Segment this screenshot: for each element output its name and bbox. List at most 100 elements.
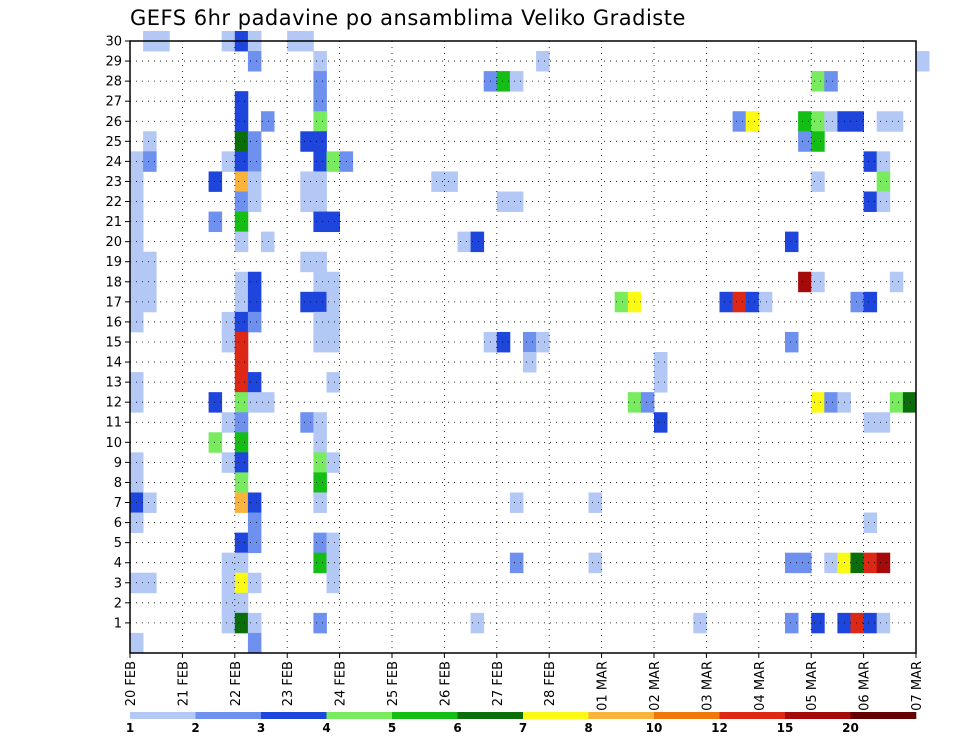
heatmap-cell bbox=[326, 452, 340, 473]
heatmap-cell bbox=[234, 211, 249, 233]
heatmap-cell bbox=[234, 91, 249, 112]
colorbar-label: 2 bbox=[191, 721, 199, 735]
heatmap-cell bbox=[811, 171, 825, 192]
y-tick-label: 9 bbox=[114, 456, 122, 471]
heatmap-cell bbox=[313, 271, 327, 293]
heatmap-cell bbox=[916, 51, 930, 72]
colorbar-segment bbox=[392, 712, 458, 719]
heatmap-cell bbox=[221, 311, 236, 333]
heatmap-cell bbox=[863, 291, 878, 313]
heatmap-cell bbox=[261, 392, 275, 413]
heatmap-cell bbox=[496, 331, 511, 353]
y-tick-label: 22 bbox=[105, 195, 122, 210]
heatmap-cell bbox=[234, 331, 249, 353]
heatmap-cell bbox=[247, 392, 262, 413]
heatmap-cell bbox=[798, 271, 812, 293]
x-tick-label: 27 FEB bbox=[491, 661, 506, 706]
heatmap-cell bbox=[300, 291, 314, 313]
heatmap-cell bbox=[326, 552, 340, 574]
colorbar-label: 12 bbox=[711, 721, 728, 735]
heatmap-cell bbox=[863, 612, 878, 634]
heatmap-cell bbox=[247, 191, 262, 212]
heatmap-cell bbox=[247, 572, 262, 594]
x-tick-label: 07 MAR bbox=[910, 661, 925, 711]
heatmap-cell bbox=[876, 171, 891, 192]
heatmap-cell bbox=[313, 211, 327, 233]
colorbar-label: 8 bbox=[584, 721, 592, 735]
heatmap-cell bbox=[143, 492, 157, 513]
heatmap-cell bbox=[811, 612, 825, 634]
y-tick-label: 6 bbox=[114, 516, 122, 531]
colorbar-label: 15 bbox=[777, 721, 794, 735]
heatmap-cell bbox=[313, 432, 327, 453]
heatmap-cell bbox=[313, 472, 327, 493]
colorbar-label: 4 bbox=[322, 721, 330, 735]
heatmap-cell bbox=[326, 211, 340, 233]
x-tick-label: 20 FEB bbox=[124, 661, 139, 706]
heatmap-cell bbox=[234, 271, 249, 293]
heatmap-cell bbox=[221, 592, 236, 614]
heatmap-cell bbox=[850, 291, 864, 313]
x-tick-label: 03 MAR bbox=[700, 661, 715, 711]
y-tick-label: 27 bbox=[105, 95, 122, 110]
heatmap-cell bbox=[876, 552, 891, 574]
heatmap-cell bbox=[850, 111, 864, 132]
heatmap-cell bbox=[523, 352, 537, 373]
y-tick-label: 28 bbox=[105, 75, 122, 90]
heatmap-cell bbox=[234, 432, 249, 453]
heatmap-cell bbox=[221, 612, 236, 634]
heatmap-cell bbox=[470, 231, 485, 253]
heatmap-cell bbox=[745, 291, 760, 313]
heatmap-cell bbox=[444, 171, 458, 192]
heatmap-cell bbox=[457, 231, 471, 253]
heatmap-cell bbox=[496, 191, 511, 212]
x-tick-label: 25 FEB bbox=[386, 661, 401, 706]
heatmap-cell bbox=[785, 612, 799, 634]
x-tick-label: 02 MAR bbox=[648, 661, 663, 711]
heatmap-cell bbox=[143, 151, 157, 172]
y-tick-label: 4 bbox=[114, 556, 122, 571]
heatmap-cell bbox=[509, 191, 524, 212]
heatmap-cell bbox=[313, 612, 327, 634]
heatmap-cell bbox=[850, 552, 864, 574]
heatmap-cell bbox=[811, 131, 825, 152]
heatmap-cell bbox=[143, 572, 157, 594]
heatmap-cell bbox=[654, 412, 668, 433]
heatmap-cell bbox=[313, 71, 327, 92]
heatmap-cell bbox=[326, 532, 340, 554]
heatmap-cell bbox=[208, 432, 223, 453]
heatmap-cell bbox=[313, 311, 327, 333]
heatmap-cell bbox=[247, 512, 262, 534]
colorbar-label: 1 bbox=[126, 721, 134, 735]
heatmap-cell bbox=[247, 612, 262, 634]
x-tick-label: 04 MAR bbox=[753, 661, 768, 711]
heatmap-cell bbox=[234, 151, 249, 172]
heatmap-cell bbox=[234, 171, 249, 192]
heatmap-cell bbox=[863, 151, 878, 172]
heatmap-cell bbox=[824, 111, 838, 132]
y-tick-label: 8 bbox=[114, 476, 122, 491]
heatmap-cell bbox=[863, 512, 878, 534]
heatmap-cell bbox=[588, 552, 602, 574]
heatmap-cell bbox=[221, 572, 236, 594]
heatmap-cell bbox=[221, 552, 236, 574]
heatmap-cell bbox=[431, 171, 445, 192]
heatmap-cell bbox=[221, 331, 236, 353]
heatmap-cell bbox=[247, 171, 262, 192]
heatmap-cell bbox=[824, 71, 838, 92]
heatmap-cell bbox=[745, 111, 760, 132]
heatmap-cell bbox=[234, 311, 249, 333]
heatmap-cell bbox=[261, 111, 275, 132]
heatmap-cell bbox=[234, 552, 249, 574]
heatmap-cell bbox=[863, 412, 878, 433]
heatmap-cell bbox=[300, 412, 314, 433]
heatmap-cell bbox=[313, 171, 327, 192]
y-tick-label: 10 bbox=[105, 436, 122, 451]
heatmap-cell bbox=[889, 392, 904, 413]
heatmap-cell bbox=[143, 251, 157, 273]
heatmap-cell bbox=[863, 191, 878, 212]
colorbar-segment bbox=[326, 712, 393, 719]
heatmap-cell bbox=[208, 211, 223, 233]
y-tick-label: 14 bbox=[105, 356, 122, 371]
y-tick-label: 17 bbox=[105, 295, 122, 310]
